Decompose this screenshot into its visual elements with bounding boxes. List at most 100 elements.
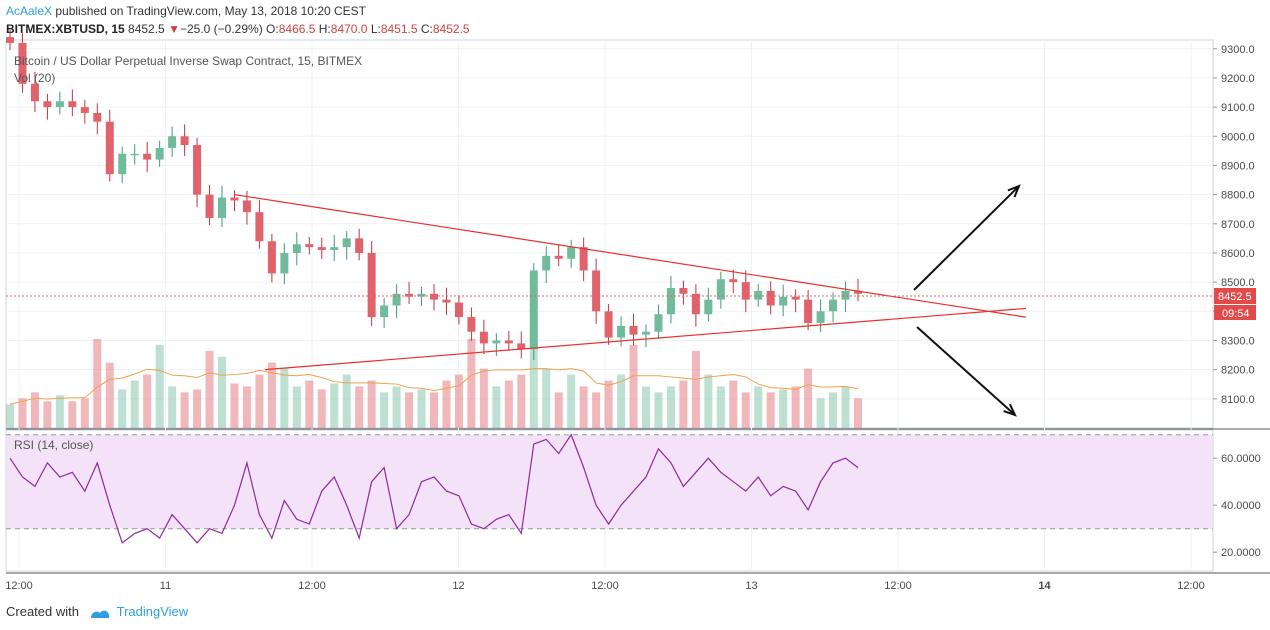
candle-body — [617, 325, 626, 338]
series-title: Bitcoin / US Dollar Perpetual Inverse Sw… — [14, 54, 363, 68]
volume-bar — [642, 386, 650, 428]
candle-body — [417, 293, 426, 297]
volume-bar — [779, 389, 788, 428]
candle-body — [492, 340, 501, 344]
volume-bar — [417, 389, 426, 428]
volume-bar — [292, 386, 301, 428]
volume-bar — [529, 333, 538, 428]
volume-bar — [55, 395, 64, 428]
author-link[interactable]: AcAaleX — [6, 4, 53, 18]
candle-body — [442, 299, 451, 303]
volume-bar — [43, 401, 52, 428]
candle-body — [355, 238, 364, 253]
open-label: O: — [266, 22, 279, 36]
candle-body — [317, 247, 326, 251]
volume-bar — [691, 350, 700, 428]
candle-body — [392, 293, 401, 306]
candle-body — [380, 305, 389, 318]
x-tick-label: 11 — [160, 580, 171, 592]
volume-bar — [105, 362, 114, 428]
volume-bar — [355, 386, 364, 428]
volume-bar — [255, 374, 264, 428]
candle-body — [6, 37, 14, 43]
last-price: 8452.5 — [128, 22, 165, 36]
price-change: −25.0 (−0.29%) — [179, 22, 263, 36]
x-tick-label: 12:00 — [884, 580, 912, 592]
trendline-lower — [264, 307, 1027, 371]
x-tick-label: 12:00 — [298, 580, 326, 592]
volume-bar — [729, 380, 738, 428]
volume-ma-line — [9, 368, 859, 405]
tradingview-link[interactable]: TradingView — [116, 604, 189, 619]
x-tick-label: 13 — [745, 580, 757, 592]
y-tick-label: 9100.0 — [1221, 102, 1255, 114]
candle-body — [242, 200, 251, 213]
y-tick-label: 8500.0 — [1221, 277, 1255, 289]
candle-body — [716, 279, 725, 300]
volume-bar — [829, 392, 838, 428]
tradingview-logo-icon — [90, 610, 109, 618]
publish-header: AcAaleX published on TradingView.com, Ma… — [6, 4, 366, 18]
candle-body — [30, 83, 39, 102]
volume-bar — [305, 380, 314, 428]
candle-body — [741, 282, 750, 300]
y-tick-label: 9300.0 — [1221, 44, 1255, 56]
rsi-legend: RSI (14, close) — [14, 438, 94, 452]
chart-canvas[interactable]: 12:00 11 12:00 12 12:00 13 12:00 14 12:00 8100.0 8… — [0, 0, 1270, 600]
volume-bar — [30, 392, 39, 428]
volume-bar — [218, 356, 226, 428]
volume-bar — [579, 386, 588, 428]
volume-bar — [230, 383, 239, 428]
volume-bar — [405, 392, 414, 428]
candle-body — [854, 290, 862, 294]
volume-bar — [492, 386, 501, 428]
y-tick-label: 8700.0 — [1221, 219, 1255, 231]
rsi-tick-label: 40.0000 — [1221, 500, 1261, 512]
y-tick-label: 8300.0 — [1221, 335, 1255, 347]
y-tick-label: 8800.0 — [1221, 190, 1255, 202]
volume-bar — [791, 386, 800, 428]
candle-body — [143, 153, 152, 160]
price-badge-text: 8452.5 — [1218, 291, 1252, 303]
volume-bar — [6, 404, 14, 428]
volume-bar — [617, 374, 626, 428]
candle-body — [18, 42, 27, 84]
volume-bar — [18, 398, 27, 428]
low-value: 8451.5 — [380, 22, 418, 36]
candle-body — [604, 311, 613, 338]
volume-bar — [841, 386, 850, 428]
volume-bar — [168, 386, 177, 428]
candle-body — [704, 299, 713, 315]
volume-bar — [367, 380, 376, 428]
rsi-line — [9, 433, 859, 544]
candle-body — [193, 145, 202, 195]
volume-bar — [280, 368, 289, 428]
volume-bar — [267, 362, 276, 428]
volume-bar — [542, 368, 551, 428]
candle-body — [754, 290, 763, 300]
volume-bar — [517, 374, 526, 428]
volume-bar — [442, 380, 451, 428]
candle-body — [629, 325, 638, 335]
candle-body — [467, 317, 476, 332]
volume-bar — [68, 401, 77, 428]
created-with-text: Created with — [6, 604, 79, 619]
candle-body — [642, 331, 650, 335]
candle-body — [567, 247, 576, 259]
rsi-band — [7, 434, 1212, 529]
candle-body — [666, 287, 675, 315]
main-pane-border — [5, 39, 1214, 429]
candle-body — [841, 290, 850, 300]
volume-bar — [467, 338, 476, 428]
volume-bar — [380, 392, 389, 428]
volume-bar — [629, 344, 638, 428]
candle-body — [529, 270, 538, 350]
volume-bar — [242, 386, 251, 428]
x-tick-label: 12:00 — [5, 580, 33, 592]
volume-bar — [816, 398, 825, 428]
volume-bar — [567, 374, 576, 428]
candle-body — [130, 153, 139, 156]
candle-body — [105, 121, 114, 175]
candle-body — [155, 147, 164, 160]
y-tick-label: 8600.0 — [1221, 248, 1255, 260]
